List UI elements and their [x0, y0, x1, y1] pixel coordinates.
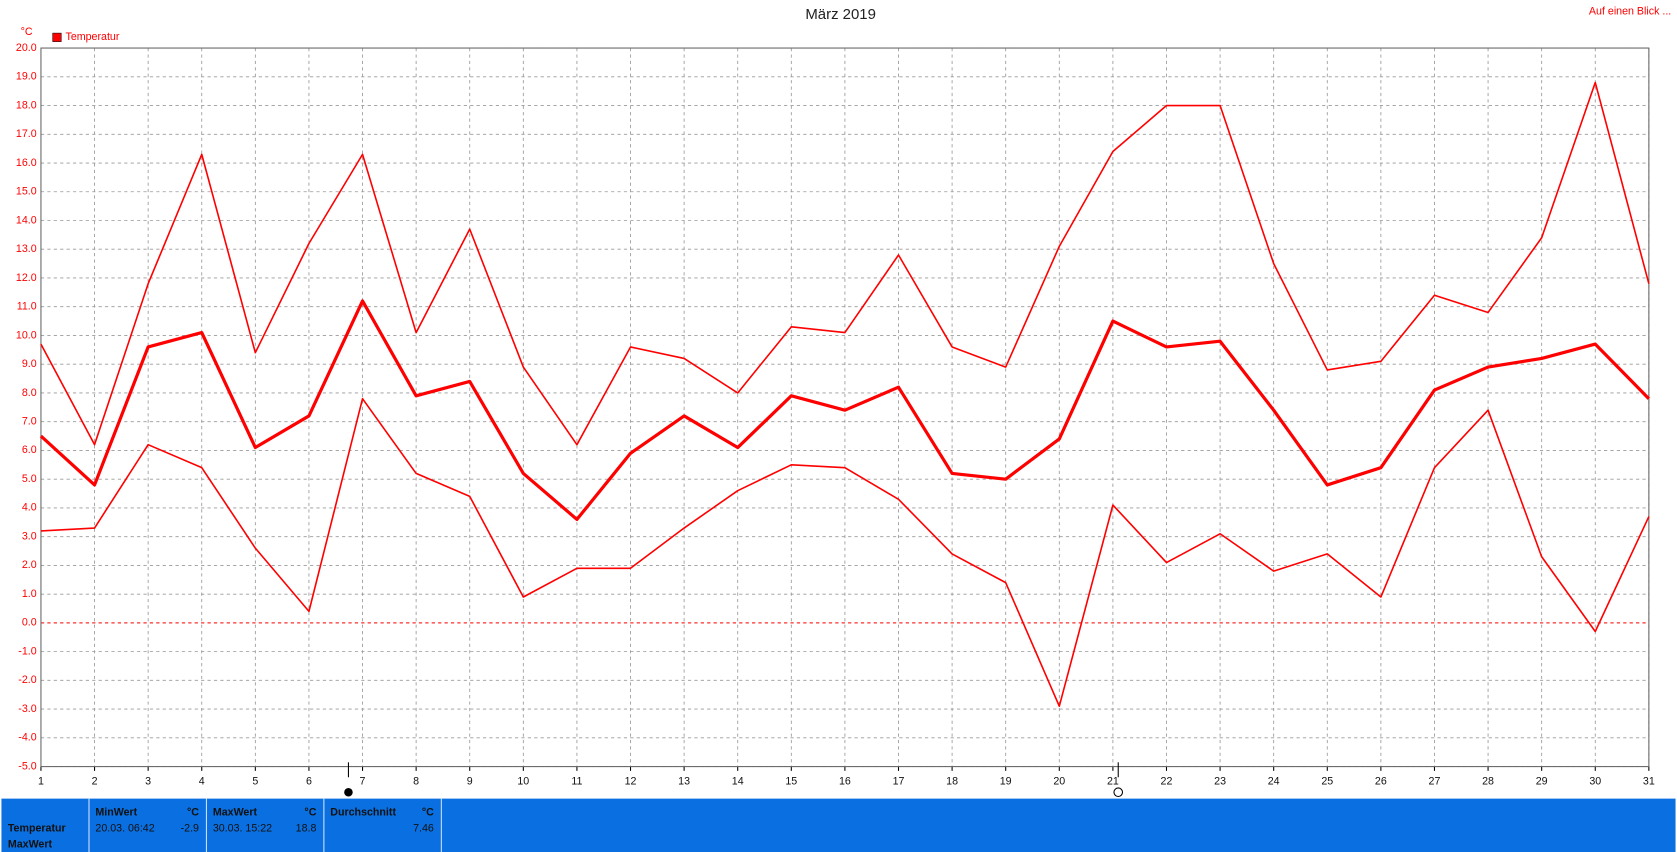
x-tick-label: 8 — [413, 775, 419, 787]
y-tick-label: 9.0 — [22, 358, 37, 370]
y-tick-label: 16.0 — [16, 157, 37, 169]
x-tick-label: 4 — [199, 775, 205, 787]
value: 18.8 — [296, 822, 317, 834]
legend-label: Temperatur — [66, 31, 120, 43]
x-tick-label: 31 — [1643, 775, 1655, 787]
x-tick-label: 15 — [785, 775, 797, 787]
x-tick-label: 14 — [732, 775, 744, 787]
y-tick-label: 3.0 — [22, 530, 37, 542]
y-tick-label: 4.0 — [22, 502, 37, 514]
plot-border — [40, 47, 1650, 768]
y-tick-label: 13.0 — [16, 243, 37, 255]
y-tick-label: -3.0 — [18, 703, 36, 715]
y-tick-label: 17.0 — [16, 128, 37, 140]
column-unit: °C — [422, 806, 434, 818]
column-header: Durchschnitt — [330, 806, 396, 818]
x-tick-label: 3 — [145, 775, 151, 787]
time: 20.03. 06:42 — [95, 822, 154, 834]
y-tick-label: 7.0 — [22, 415, 37, 427]
row-label: MaxWert — [8, 838, 53, 850]
x-tick-label: 20 — [1053, 775, 1065, 787]
column-header: MaxWert — [213, 806, 258, 818]
y-tick-label: 18.0 — [16, 99, 37, 111]
y-unit: °C — [21, 26, 33, 38]
y-tick-label: 2.0 — [22, 559, 37, 571]
x-tick-label: 5 — [252, 775, 258, 787]
y-tick-label: 20.0 — [16, 42, 37, 54]
x-tick-label: 29 — [1536, 775, 1548, 787]
y-tick-label: -4.0 — [18, 732, 36, 744]
x-tick-label: 23 — [1214, 775, 1226, 787]
temperature-line — [39, 299, 1651, 522]
x-tick-label: 19 — [1000, 775, 1012, 787]
x-tick-label: 1 — [38, 775, 44, 787]
temperature-line — [40, 397, 1650, 708]
x-tick-label: 16 — [839, 775, 851, 787]
x-tick-label: 18 — [946, 775, 958, 787]
y-tick-label: 12.0 — [16, 272, 37, 284]
x-tick-label: 2 — [92, 775, 98, 787]
x-tick-label: 26 — [1375, 775, 1387, 787]
y-tick-label: -2.0 — [18, 674, 36, 686]
y-tick-label: 6.0 — [22, 444, 37, 456]
y-tick-label: 14.0 — [16, 214, 37, 226]
link[interactable]: Auf einen Blick ... — [1589, 6, 1671, 18]
column-unit: °C — [304, 806, 316, 818]
legend-swatch — [52, 32, 62, 42]
x-tick-label: 7 — [360, 775, 366, 787]
column-unit: °C — [187, 806, 199, 818]
column-header: MinWert — [95, 806, 137, 818]
x-tick-label: 25 — [1321, 775, 1333, 787]
y-tick-label: 1.0 — [22, 588, 37, 600]
y-tick-label: 11.0 — [17, 301, 37, 313]
x-tick-label: 11 — [571, 775, 582, 787]
time: 30.03. 15:22 — [213, 822, 272, 834]
value: 7.46 — [413, 822, 434, 834]
row-label: Temperatur — [8, 822, 66, 834]
x-tick-label: 28 — [1482, 775, 1494, 787]
x-tick-label: 30 — [1589, 775, 1601, 787]
y-tick-label: -5.0 — [18, 760, 36, 772]
x-tick-label: 24 — [1268, 775, 1280, 787]
x-tick-label: 17 — [893, 775, 905, 787]
moon-icon — [344, 787, 353, 797]
x-tick-label: 9 — [467, 775, 473, 787]
x-tick-label: 13 — [678, 775, 690, 787]
y-tick-label: -1.0 — [18, 645, 36, 657]
temperature-line — [40, 81, 1650, 446]
value: -2.9 — [181, 822, 199, 834]
x-tick-label: 22 — [1161, 775, 1173, 787]
x-tick-label: 21 — [1107, 775, 1119, 787]
x-tick-label: 27 — [1429, 775, 1441, 787]
x-tick-label: 10 — [517, 775, 529, 787]
summary-panel — [1, 798, 1676, 852]
y-tick-label: 8.0 — [22, 387, 37, 399]
y-tick-label: 0.0 — [22, 617, 37, 629]
y-tick-label: 5.0 — [22, 473, 37, 485]
x-tick-label: 12 — [625, 775, 637, 787]
x-tick-label: 6 — [306, 775, 312, 787]
y-tick-label: 15.0 — [16, 186, 37, 198]
moon-icon — [1113, 787, 1124, 798]
y-tick-label: 10.0 — [16, 329, 37, 341]
y-tick-label: 19.0 — [16, 71, 37, 83]
chart-title: März 2019 — [805, 6, 876, 23]
